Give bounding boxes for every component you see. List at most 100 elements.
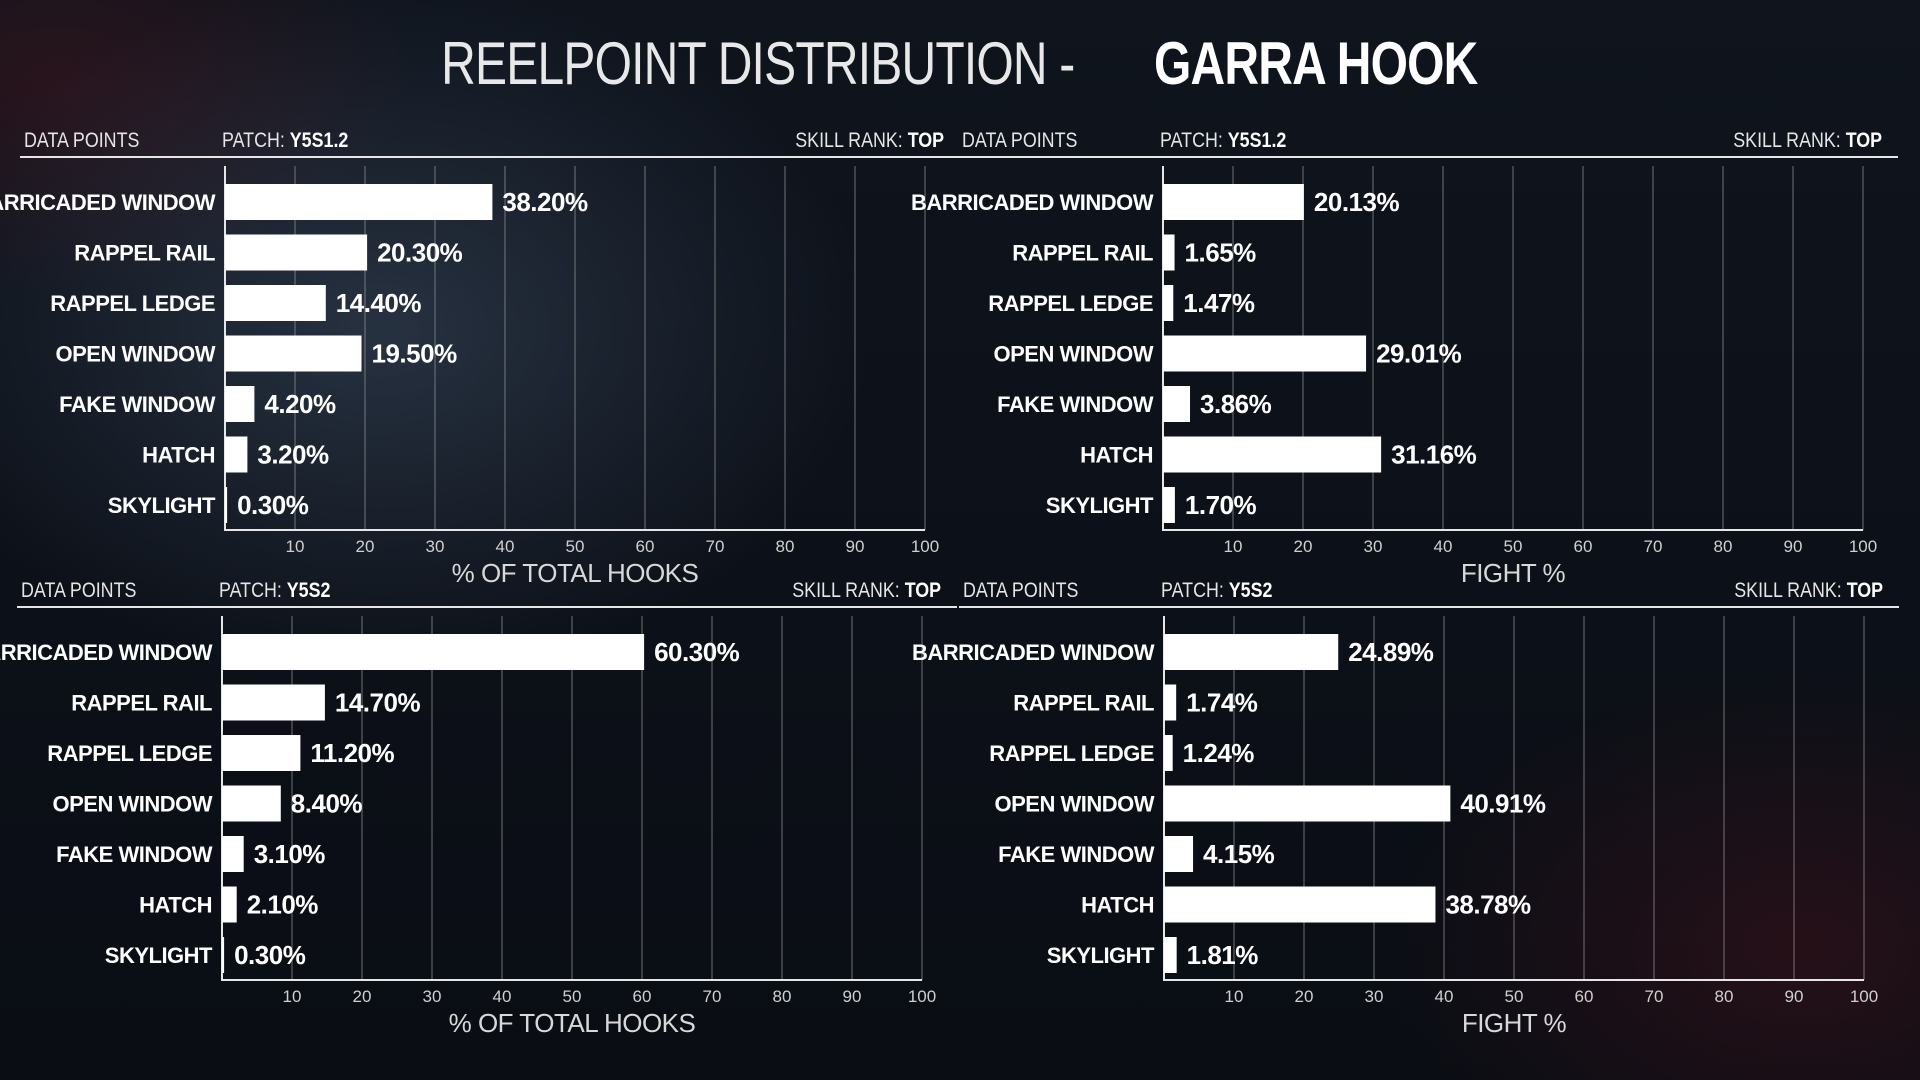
bar <box>222 886 237 923</box>
bar <box>1164 634 1339 670</box>
tick-label: 60 <box>1574 537 1593 556</box>
patch-label: PATCH: <box>1160 129 1223 152</box>
value-label: 20.30% <box>377 238 463 268</box>
skill-rank-value: TOP <box>1846 579 1883 602</box>
tick-label: 90 <box>846 537 865 556</box>
skill-rank-label: SKILL RANK: <box>1733 129 1841 152</box>
value-label: 14.40% <box>336 288 422 318</box>
bar-chart: BARRICADED WINDOW 38.20% RAPPEL RAIL 20.30%… <box>0 166 939 588</box>
value-label: 8.40% <box>291 789 363 819</box>
bar <box>222 634 645 670</box>
chart-panel-bottom-right: DATA POINTS PATCH: Y5S2 SKILL RANK: TOP … <box>912 576 1899 1038</box>
tick-label: 50 <box>1505 987 1524 1006</box>
value-label: 4.15% <box>1203 839 1275 869</box>
tick-label: 40 <box>496 537 515 556</box>
tick-label: 50 <box>563 987 582 1006</box>
category-label: SKYLIGHT <box>1047 943 1155 968</box>
skill-rank-label: SKILL RANK: <box>795 129 903 152</box>
bar-chart: BARRICADED WINDOW 24.89% RAPPEL RAIL 1.74% R… <box>912 616 1878 1038</box>
patch-value: Y5S1.2 <box>289 129 349 152</box>
gridlines <box>1232 166 1864 530</box>
tick-label: 10 <box>1225 987 1244 1006</box>
data-points-label: DATA POINTS <box>963 579 1079 602</box>
tick-label: 40 <box>1434 537 1453 556</box>
bar <box>225 436 248 473</box>
skill-rank-label: SKILL RANK: <box>1734 579 1842 602</box>
patch-label: PATCH: <box>222 129 285 152</box>
tick-label: 60 <box>633 987 652 1006</box>
category-label: RAPPEL RAIL <box>74 241 215 266</box>
category-label: OPEN WINDOW <box>994 342 1154 367</box>
tick-label: 80 <box>776 537 795 556</box>
category-label: RAPPEL LEDGE <box>988 291 1153 316</box>
bar <box>225 386 255 422</box>
tick-label: 10 <box>283 987 302 1006</box>
value-label: 1.74% <box>1186 688 1258 718</box>
tick-label: 80 <box>1714 537 1733 556</box>
value-label: 2.10% <box>247 890 319 920</box>
chart-panel-top-left: DATA POINTS PATCH: Y5S1.2 SKILL RANK: TO… <box>0 126 960 588</box>
bar-chart: BARRICADED WINDOW 20.13% RAPPEL RAIL 1.65% R… <box>911 166 1877 588</box>
skill-rank-info: SKILL RANK: TOP <box>795 126 944 156</box>
tick-label: 30 <box>1364 537 1383 556</box>
bar <box>1163 487 1175 523</box>
patch-info: PATCH: Y5S1.2 <box>222 126 348 156</box>
category-label: HATCH <box>1081 893 1154 918</box>
skill-rank-info: SKILL RANK: TOP <box>1734 576 1883 606</box>
bar <box>1163 234 1175 271</box>
category-label: BARRICADED WINDOW <box>0 190 216 215</box>
data-points-label: DATA POINTS <box>962 129 1078 152</box>
bar <box>1164 735 1173 771</box>
category-label: BARRICADED WINDOW <box>911 190 1154 215</box>
x-axis-title: FIGHT % <box>1462 1008 1567 1038</box>
patch-value: Y5S2 <box>286 579 331 602</box>
category-label: RAPPEL LEDGE <box>47 741 212 766</box>
value-label: 1.47% <box>1183 288 1255 318</box>
tick-label: 10 <box>286 537 305 556</box>
tick-label: 40 <box>493 987 512 1006</box>
value-label: 40.91% <box>1460 789 1546 819</box>
tick-label: 20 <box>356 537 375 556</box>
tick-label: 70 <box>1644 537 1663 556</box>
category-label: OPEN WINDOW <box>53 792 213 817</box>
tick-label: 10 <box>1224 537 1243 556</box>
value-label: 1.65% <box>1185 238 1257 268</box>
value-label: 29.01% <box>1376 339 1462 369</box>
value-label: 3.86% <box>1200 389 1272 419</box>
bar <box>1163 335 1367 372</box>
value-label: 19.50% <box>372 339 458 369</box>
title-thin: REELPOINT DISTRIBUTION - <box>441 30 1075 97</box>
bar <box>222 735 301 771</box>
category-label: BARRICADED WINDOW <box>0 640 213 665</box>
x-axis-title: % OF TOTAL HOOKS <box>449 1008 696 1038</box>
category-label: HATCH <box>1080 443 1153 468</box>
patch-label: PATCH: <box>219 579 282 602</box>
tick-label: 70 <box>706 537 725 556</box>
bar <box>225 234 368 271</box>
value-label: 3.20% <box>257 440 329 470</box>
bar <box>1164 937 1177 973</box>
tick-label: 100 <box>1850 987 1878 1006</box>
category-label: OPEN WINDOW <box>995 792 1155 817</box>
tick-label: 60 <box>1575 987 1594 1006</box>
tick-label: 30 <box>426 537 445 556</box>
chart-panel-top-right: DATA POINTS PATCH: Y5S1.2 SKILL RANK: TO… <box>911 126 1898 588</box>
skill-rank-info: SKILL RANK: TOP <box>1733 126 1882 156</box>
x-axis-title: FIGHT % <box>1461 558 1566 588</box>
patch-info: PATCH: Y5S1.2 <box>1160 126 1286 156</box>
category-label: HATCH <box>139 893 212 918</box>
tick-label: 20 <box>1294 537 1313 556</box>
category-label: RAPPEL LEDGE <box>989 741 1154 766</box>
value-label: 0.30% <box>234 940 306 970</box>
bar <box>1164 836 1194 872</box>
panel-header: DATA POINTS PATCH: Y5S1.2 SKILL RANK: TO… <box>20 126 960 158</box>
tick-label: 90 <box>1785 987 1804 1006</box>
value-label: 4.20% <box>264 389 336 419</box>
tick-label: 20 <box>1295 987 1314 1006</box>
skill-rank-value: TOP <box>907 129 944 152</box>
chart-panel-bottom-left: DATA POINTS PATCH: Y5S2 SKILL RANK: TOP … <box>0 576 957 1038</box>
value-label: 1.70% <box>1185 490 1257 520</box>
category-label: OPEN WINDOW <box>56 342 216 367</box>
bar <box>222 836 244 872</box>
category-label: FAKE WINDOW <box>998 842 1155 867</box>
